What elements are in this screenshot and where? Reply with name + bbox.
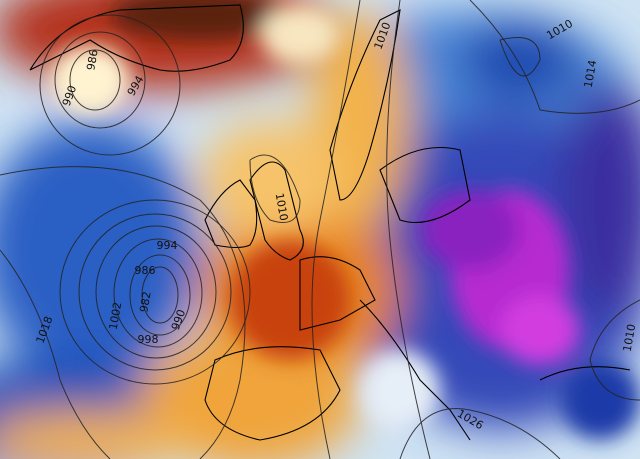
isobar-label: 1014 [582,59,600,89]
isobar-label: 986 [135,264,156,277]
isobar-label: 1002 [107,301,125,331]
isobar-label: 998 [138,333,159,346]
isobar-label: 1010 [273,192,291,222]
isobar-label: 982 [137,290,153,313]
isobar-label: 986 [84,48,100,71]
isobar-label: 994 [157,239,178,252]
isobar-label: 1010 [621,323,639,353]
